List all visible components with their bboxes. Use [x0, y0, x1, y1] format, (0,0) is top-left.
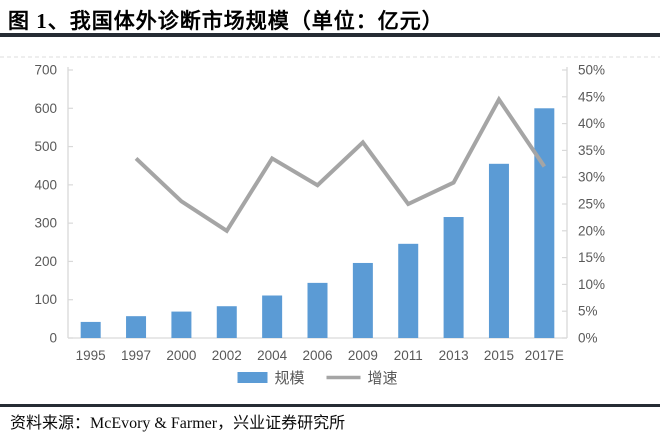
x-label-2002: 2002 [212, 348, 242, 363]
right-axis-tick-label: 45% [578, 89, 605, 104]
right-axis-tick-label: 5% [578, 304, 598, 319]
bar-2009 [352, 262, 373, 338]
left-axis-tick-label: 100 [34, 292, 57, 307]
x-label-2017E: 2017E [525, 348, 564, 363]
right-axis-labels: 0% 5% 10% 15% 20% 25% 30% 35% 40% 45% 50% [562, 63, 605, 346]
x-label-2006: 2006 [302, 348, 332, 363]
bar-2011 [398, 243, 419, 338]
left-axis-tick-label: 500 [34, 139, 57, 154]
bar-1995 [80, 321, 101, 338]
bar-2013 [443, 217, 464, 338]
x-label-1995: 1995 [76, 348, 106, 363]
footer-divider [0, 404, 660, 407]
bar-2004 [262, 295, 283, 338]
right-axis-tick-label: 20% [578, 223, 605, 238]
left-axis-tick-label: 300 [34, 216, 57, 231]
bar-2000 [171, 311, 192, 338]
right-axis-tick-label: 10% [578, 277, 605, 292]
right-axis-tick-label: 0% [578, 331, 598, 346]
x-label-2013: 2013 [439, 348, 469, 363]
left-axis-tick-label: 400 [34, 177, 57, 192]
right-axis-tick-label: 25% [578, 197, 605, 212]
source-note: 资料来源：McEvory & Farmer，兴业证券研究所 [10, 415, 346, 432]
right-axis-tick-label: 50% [578, 63, 605, 78]
figure-title: 图 1、我国体外诊断市场规模（单位：亿元） [8, 9, 444, 33]
left-axis-tick-label: 700 [34, 63, 57, 78]
legend: 规模 增速 [237, 370, 398, 387]
x-label-2009: 2009 [348, 348, 378, 363]
x-axis-labels: 1995 1997 2000 2002 2004 2006 2009 2011 2013 2015… [76, 348, 564, 363]
x-label-2004: 2004 [257, 348, 288, 363]
x-label-2011: 2011 [394, 348, 423, 363]
left-axis-tick-label: 0 [49, 331, 57, 346]
bar-2006 [307, 282, 328, 338]
bar-2015 [488, 163, 509, 338]
x-label-2000: 2000 [166, 348, 196, 363]
x-label-1997: 1997 [121, 348, 151, 363]
right-axis-tick-label: 30% [578, 170, 605, 185]
left-axis-tick-label: 600 [34, 101, 57, 116]
legend-bar-label: 规模 [275, 370, 305, 387]
right-axis-tick-label: 35% [578, 143, 605, 158]
legend-line-label: 增速 [368, 370, 398, 387]
legend-bar-swatch [237, 372, 268, 383]
x-label-2015: 2015 [484, 348, 514, 363]
right-axis-tick-label: 40% [578, 116, 605, 131]
bar-2002 [216, 306, 237, 338]
left-axis-labels: 0 100 200 300 400 500 600 700 [34, 63, 73, 346]
bar-2017E [534, 108, 555, 339]
title-divider [0, 33, 660, 37]
growth-line [134, 95, 546, 234]
left-axis-tick-label: 200 [34, 254, 57, 269]
bar-1997 [126, 316, 147, 338]
bar-series [80, 108, 555, 339]
ivd-market-combo-chart: 0 100 200 300 400 500 600 700 0% 5% 10% 15% 20% 25% 30… [0, 56, 660, 387]
right-axis-tick-label: 15% [578, 250, 605, 265]
